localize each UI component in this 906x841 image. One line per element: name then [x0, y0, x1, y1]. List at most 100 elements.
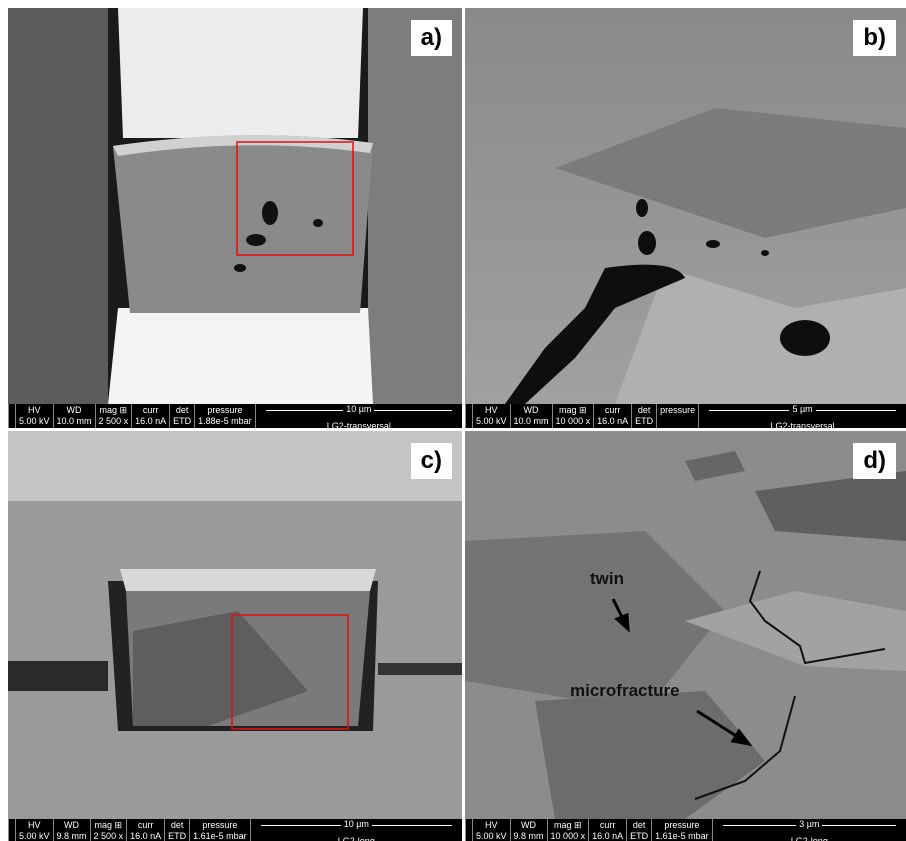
field-header: pressure	[193, 820, 247, 831]
logo	[8, 819, 15, 841]
scale-rule: 5 µm	[709, 410, 896, 421]
panel-label: a)	[411, 20, 452, 56]
field-header: curr	[592, 820, 623, 831]
sem-image	[465, 8, 906, 404]
field-header: det	[168, 820, 186, 831]
field-header: pressure	[655, 820, 709, 831]
field-header: mag ⊞	[551, 820, 586, 831]
scale-rule: 10 µm	[266, 410, 452, 421]
field-header: det	[635, 405, 653, 416]
field-value: 5.00 kV	[19, 831, 50, 841]
databar-field: mag ⊞2 500 x	[95, 404, 132, 428]
field-header: mag ⊞	[94, 820, 124, 831]
field-header: pressure	[198, 405, 252, 416]
scale-label: 5 µm	[789, 404, 815, 414]
field-value: ETD	[635, 416, 653, 427]
field-header: HV	[19, 820, 50, 831]
field-header: WD	[57, 405, 92, 416]
field-value: 16.0 nA	[592, 831, 623, 841]
logo	[8, 404, 15, 428]
field-value: 10.0 mm	[514, 416, 549, 427]
sem-image	[465, 431, 906, 819]
field-value: 16.0 nA	[135, 416, 166, 427]
scale-label: 10 µm	[343, 404, 374, 414]
field-header: det	[630, 820, 648, 831]
field-value: 10 000 x	[551, 831, 586, 841]
field-header: HV	[19, 405, 50, 416]
panel-label: b)	[853, 20, 896, 56]
field-value: 16.0 nA	[597, 416, 628, 427]
field-value: 5.00 kV	[476, 416, 507, 427]
field-value: 2 500 x	[94, 831, 124, 841]
sem-image	[8, 8, 462, 404]
sample-name: LG2-transversal	[260, 421, 458, 428]
panel-label: c)	[411, 443, 452, 479]
field-header: mag ⊞	[556, 405, 591, 416]
field-header: HV	[476, 405, 507, 416]
field-value: 9.8 mm	[514, 831, 544, 841]
databar-field: mag ⊞10 000 x	[552, 404, 594, 428]
scale-rule: 3 µm	[723, 825, 896, 836]
sample-name: LG2-transversal	[703, 421, 902, 428]
field-header: curr	[130, 820, 161, 831]
sample-name: LG2-long	[255, 836, 458, 841]
annotation: microfracture	[570, 681, 680, 701]
sem-image	[8, 431, 462, 819]
field-value: ETD	[173, 416, 191, 427]
logo	[465, 404, 472, 428]
field-value: 2 500 x	[99, 416, 129, 427]
annotation: twin	[590, 569, 624, 589]
logo	[465, 819, 472, 841]
figure: a) HV5.00 kVWD10.0 mmmag ⊞2 500 xcurr16.…	[0, 0, 906, 841]
sample-name: LG2-long	[717, 836, 902, 841]
field-value: 10.0 mm	[57, 416, 92, 427]
field-header: curr	[135, 405, 166, 416]
field-value: 1.88e-5 mbar	[198, 416, 252, 427]
field-value: 1.61e-5 mbar	[193, 831, 247, 841]
field-header: WD	[514, 405, 549, 416]
field-header: HV	[476, 820, 507, 831]
field-header: WD	[514, 820, 544, 831]
databar-field: pressure	[656, 404, 698, 428]
field-header: pressure	[660, 405, 695, 416]
databar-field: mag ⊞2 500 x	[90, 819, 127, 841]
scale-rule: 10 µm	[261, 825, 452, 836]
field-value: ETD	[168, 831, 186, 841]
panel-label: d)	[853, 443, 896, 479]
scale-label: 3 µm	[796, 819, 822, 829]
field-header: WD	[57, 820, 87, 831]
databar-field: mag ⊞10 000 x	[547, 819, 589, 841]
field-value: ETD	[630, 831, 648, 841]
